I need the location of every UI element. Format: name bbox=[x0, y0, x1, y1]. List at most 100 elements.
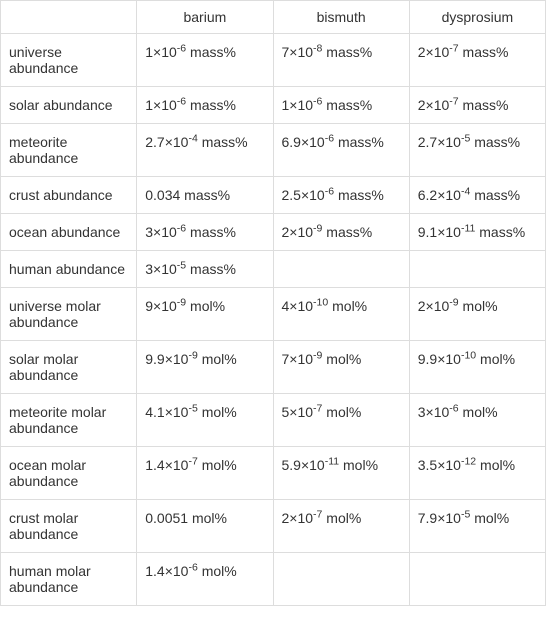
coefficient: 9.9 bbox=[145, 351, 164, 367]
coefficient: 1 bbox=[145, 97, 153, 113]
unit: mol% bbox=[322, 351, 361, 367]
unit: mass% bbox=[470, 187, 520, 203]
row-label: universe molar abundance bbox=[1, 288, 137, 341]
exponent: -5 bbox=[177, 259, 186, 271]
unit: mass% bbox=[470, 134, 520, 150]
table-row: solar molar abundance9.9×10-9 mol%7×10-9… bbox=[1, 341, 546, 394]
coefficient: 2.7 bbox=[145, 134, 164, 150]
data-cell: 1×10-6 mass% bbox=[137, 87, 273, 124]
data-cell: 7.9×10-5 mol% bbox=[409, 500, 545, 553]
unit: mass% bbox=[186, 44, 236, 60]
data-cell: 5.9×10-11 mol% bbox=[273, 447, 409, 500]
unit: mass% bbox=[322, 44, 372, 60]
exponent: -6 bbox=[313, 95, 322, 107]
coefficient: 3.5 bbox=[418, 457, 437, 473]
coefficient: 6.2 bbox=[418, 187, 437, 203]
coefficient: 2 bbox=[418, 97, 426, 113]
exponent: -9 bbox=[449, 296, 458, 308]
exponent: -9 bbox=[313, 349, 322, 361]
unit: mol% bbox=[476, 457, 515, 473]
data-cell: 3.5×10-12 mol% bbox=[409, 447, 545, 500]
data-cell: 6.2×10-4 mass% bbox=[409, 177, 545, 214]
data-cell bbox=[273, 553, 409, 606]
exponent: -4 bbox=[461, 185, 470, 197]
coefficient: 4 bbox=[282, 298, 290, 314]
unit: mol% bbox=[459, 404, 498, 420]
unit: mol% bbox=[198, 404, 237, 420]
data-cell: 9.1×10-11 mass% bbox=[409, 214, 545, 251]
row-label: crust molar abundance bbox=[1, 500, 137, 553]
data-cell: 9×10-9 mol% bbox=[137, 288, 273, 341]
data-cell: 2×10-9 mol% bbox=[409, 288, 545, 341]
exponent: -7 bbox=[449, 95, 458, 107]
unit: mass% bbox=[198, 134, 248, 150]
header-dysprosium: dysprosium bbox=[409, 1, 545, 34]
exponent: -6 bbox=[177, 95, 186, 107]
data-cell: 2×10-7 mass% bbox=[409, 34, 545, 87]
coefficient: 1 bbox=[145, 44, 153, 60]
unit: mol% bbox=[198, 351, 237, 367]
row-label: meteorite abundance bbox=[1, 124, 137, 177]
abundance-table: barium bismuth dysprosium universe abund… bbox=[0, 0, 546, 606]
data-cell: 1.4×10-7 mol% bbox=[137, 447, 273, 500]
coefficient: 3 bbox=[145, 261, 153, 277]
exponent: -6 bbox=[325, 185, 334, 197]
data-cell: 4.1×10-5 mol% bbox=[137, 394, 273, 447]
exponent: -6 bbox=[177, 42, 186, 54]
exponent: -12 bbox=[461, 455, 476, 467]
unit: mol% bbox=[459, 298, 498, 314]
row-label: ocean abundance bbox=[1, 214, 137, 251]
coefficient: 2 bbox=[282, 224, 290, 240]
coefficient: 4.1 bbox=[145, 404, 164, 420]
coefficient: 1.4 bbox=[145, 457, 164, 473]
coefficient: 2 bbox=[418, 44, 426, 60]
unit: mass% bbox=[459, 44, 509, 60]
data-cell: 6.9×10-6 mass% bbox=[273, 124, 409, 177]
data-cell bbox=[409, 553, 545, 606]
data-cell: 7×10-8 mass% bbox=[273, 34, 409, 87]
data-cell: 7×10-9 mol% bbox=[273, 341, 409, 394]
coefficient: 7 bbox=[282, 44, 290, 60]
table-row: human molar abundance1.4×10-6 mol% bbox=[1, 553, 546, 606]
coefficient: 7 bbox=[282, 351, 290, 367]
coefficient: 2.5 bbox=[282, 187, 301, 203]
row-label: ocean molar abundance bbox=[1, 447, 137, 500]
data-cell: 5×10-7 mol% bbox=[273, 394, 409, 447]
unit: mol% bbox=[476, 351, 515, 367]
data-cell: 1×10-6 mass% bbox=[273, 87, 409, 124]
data-cell: 0.034 mass% bbox=[137, 177, 273, 214]
row-label: solar abundance bbox=[1, 87, 137, 124]
exponent: -4 bbox=[188, 132, 197, 144]
exponent: -8 bbox=[313, 42, 322, 54]
coefficient: 3 bbox=[145, 224, 153, 240]
data-cell: 3×10-5 mass% bbox=[137, 251, 273, 288]
unit: mass% bbox=[334, 187, 384, 203]
data-cell: 2×10-9 mass% bbox=[273, 214, 409, 251]
table-row: crust abundance0.034 mass%2.5×10-6 mass%… bbox=[1, 177, 546, 214]
coefficient: 5.9 bbox=[282, 457, 301, 473]
data-cell: 9.9×10-9 mol% bbox=[137, 341, 273, 394]
data-cell: 2.7×10-5 mass% bbox=[409, 124, 545, 177]
table-row: universe molar abundance9×10-9 mol%4×10-… bbox=[1, 288, 546, 341]
unit: mass% bbox=[322, 224, 372, 240]
exponent: -6 bbox=[325, 132, 334, 144]
header-barium: barium bbox=[137, 1, 273, 34]
data-cell: 2.5×10-6 mass% bbox=[273, 177, 409, 214]
table-row: ocean molar abundance1.4×10-7 mol%5.9×10… bbox=[1, 447, 546, 500]
table-row: human abundance3×10-5 mass% bbox=[1, 251, 546, 288]
unit: mass% bbox=[186, 97, 236, 113]
unit: mass% bbox=[334, 134, 384, 150]
exponent: -7 bbox=[313, 508, 322, 520]
data-cell: 4×10-10 mol% bbox=[273, 288, 409, 341]
row-label: solar molar abundance bbox=[1, 341, 137, 394]
table-body: universe abundance1×10-6 mass%7×10-8 mas… bbox=[1, 34, 546, 606]
exponent: -11 bbox=[461, 222, 475, 234]
table-row: meteorite abundance2.7×10-4 mass%6.9×10-… bbox=[1, 124, 546, 177]
unit: mass% bbox=[186, 261, 236, 277]
row-label: universe abundance bbox=[1, 34, 137, 87]
exponent: -5 bbox=[461, 508, 470, 520]
exponent: -7 bbox=[313, 402, 322, 414]
exponent: -6 bbox=[188, 561, 197, 573]
data-cell: 3×10-6 mol% bbox=[409, 394, 545, 447]
unit: mass% bbox=[186, 224, 236, 240]
